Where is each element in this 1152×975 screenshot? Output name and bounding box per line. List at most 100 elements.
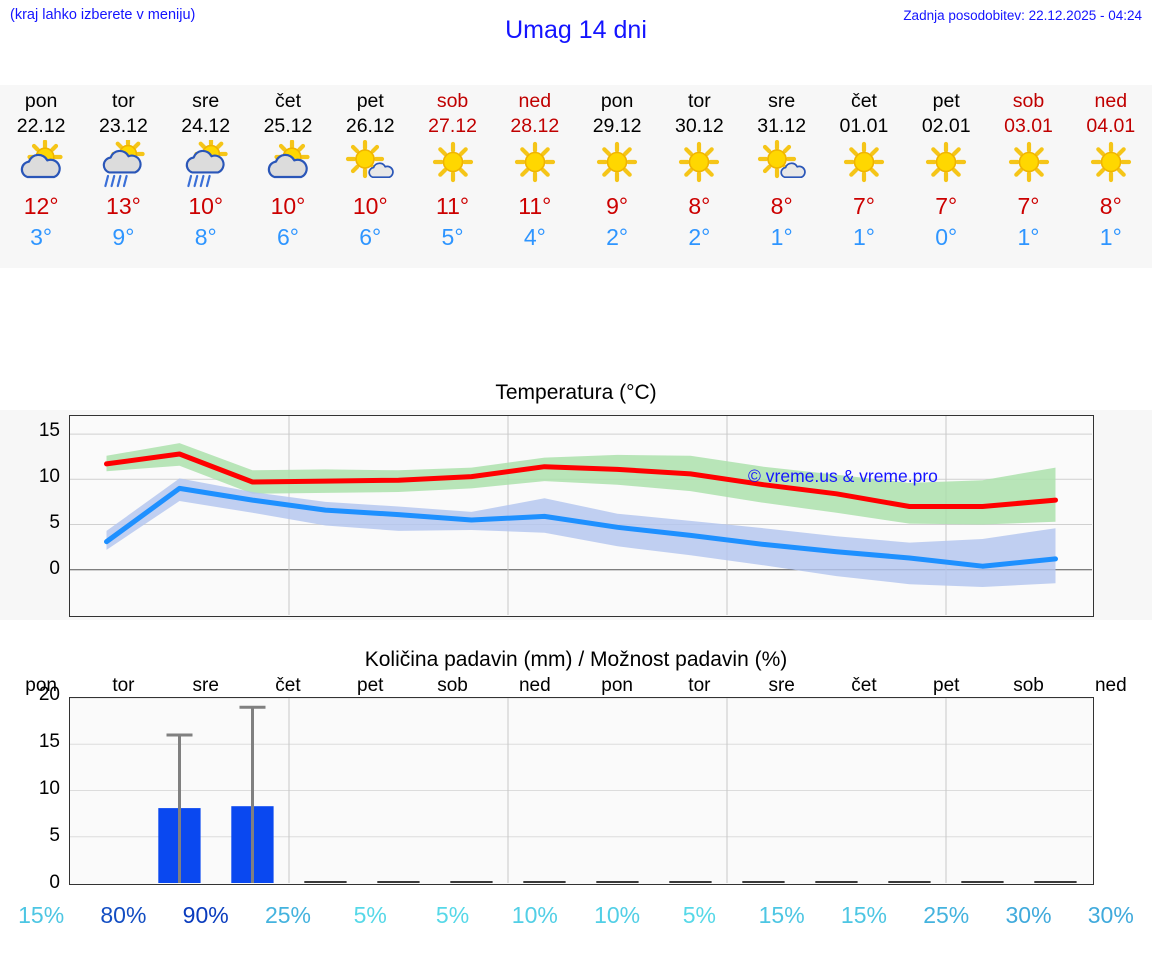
- precipitation-probability-label: 15%: [18, 902, 65, 928]
- precipitation-y-tick-label: 15: [38, 731, 60, 752]
- day-min-temp: 2°: [688, 224, 711, 250]
- day-date: 30.12: [674, 115, 724, 137]
- day-of-week: pon: [24, 90, 58, 112]
- day-max-temp: 7°: [852, 193, 875, 219]
- precipitation-probability-label: 80%: [100, 902, 147, 928]
- sunny-icon: [1082, 140, 1140, 188]
- sunny-icon: [588, 140, 646, 188]
- day-of-week: tor: [112, 90, 135, 112]
- day-date: 31.12: [757, 115, 807, 137]
- precipitation-probability-label: 25%: [264, 902, 311, 928]
- day-min-temp: 1°: [1017, 224, 1040, 250]
- day-of-week: pon: [600, 90, 634, 112]
- page-title: Umag 14 dni: [505, 16, 647, 44]
- day-cell[interactable]: pet 26.12 10° 6°: [329, 85, 411, 268]
- precipitation-chart-title: Količina padavin (mm) / Možnost padavin …: [364, 648, 788, 671]
- day-cell[interactable]: ned 28.12 11° 4°: [494, 85, 576, 268]
- day-of-week: pet: [356, 90, 384, 112]
- page-header: (kraj lahko izberete v meniju) Umag 14 d…: [0, 0, 1152, 62]
- precipitation-probability-label: 5%: [435, 902, 470, 928]
- day-cell[interactable]: pon 29.12 9° 2°: [576, 85, 658, 268]
- precipitation-day-label: sob: [1013, 675, 1044, 696]
- day-date: 02.01: [921, 115, 971, 137]
- precipitation-probability-label: 10%: [594, 902, 641, 928]
- day-date: 29.12: [592, 115, 642, 137]
- day-max-temp: 11°: [518, 193, 552, 219]
- day-min-temp: 1°: [852, 224, 875, 250]
- day-min-temp: 3°: [30, 224, 53, 250]
- temperature-plot-area: [69, 415, 1094, 617]
- sunny-icon: [1000, 140, 1058, 188]
- day-cell[interactable]: sre 24.12 10° 8°: [165, 85, 247, 268]
- day-cell[interactable]: sob 03.01 7° 1°: [987, 85, 1069, 268]
- copyright-text: © vreme.us & vreme.pro: [748, 466, 938, 486]
- sunny-icon: [424, 140, 482, 188]
- precipitation-probability-label: 15%: [758, 902, 805, 928]
- day-of-week: ned: [1094, 90, 1128, 112]
- day-min-temp: 2°: [606, 224, 629, 250]
- day-cell[interactable]: sob 27.12 11° 5°: [411, 85, 493, 268]
- day-of-week: sob: [436, 90, 469, 112]
- day-min-temp: 6°: [276, 224, 299, 250]
- precipitation-y-tick-label: 10: [38, 778, 60, 799]
- day-min-temp: 6°: [359, 224, 382, 250]
- precipitation-probability-label: 90%: [182, 902, 229, 928]
- precipitation-day-label: ned: [1094, 675, 1127, 696]
- day-max-temp: 10°: [270, 193, 306, 219]
- day-max-temp: 10°: [188, 193, 224, 219]
- precipitation-day-label: sob: [437, 675, 468, 696]
- day-min-temp: 8°: [194, 224, 217, 250]
- temperature-y-tick-label: 10: [38, 466, 60, 488]
- day-cell[interactable]: pet 02.01 7° 0°: [905, 85, 987, 268]
- sun-small-cloud-icon: [753, 140, 811, 188]
- day-min-temp: 0°: [935, 224, 958, 250]
- temperature-y-tick-label: 0: [49, 558, 60, 580]
- day-max-temp: 7°: [935, 193, 958, 219]
- day-date: 22.12: [16, 115, 66, 137]
- precipitation-day-label: pet: [357, 675, 384, 696]
- precipitation-probability-label: 10%: [511, 902, 558, 928]
- day-min-temp: 5°: [441, 224, 464, 250]
- day-of-week: sre: [192, 90, 220, 112]
- precipitation-probability-label: 30%: [1005, 902, 1052, 928]
- day-cell[interactable]: tor 30.12 8° 2°: [658, 85, 740, 268]
- precipitation-probability-label: 30%: [1087, 902, 1134, 928]
- precipitation-probability-label: 5%: [353, 902, 387, 928]
- menu-hint-text: (kraj lahko izberete v meniju): [10, 7, 196, 23]
- partly-cloudy-icon: [259, 140, 317, 188]
- day-min-temp: 4°: [523, 224, 546, 250]
- day-of-week: sob: [1012, 90, 1045, 112]
- temperature-plot-svg: [70, 416, 1092, 615]
- day-of-week: pet: [932, 90, 960, 112]
- day-date: 26.12: [345, 115, 395, 137]
- sunny-icon: [835, 140, 893, 188]
- day-cell[interactable]: čet 25.12 10° 6°: [247, 85, 329, 268]
- precipitation-day-labels: pon tor sre čet pet sob ned pon tor sre čet pet sob n…: [0, 675, 1152, 699]
- precipitation-day-label: čet: [851, 675, 877, 696]
- precipitation-y-tick-label: 20: [38, 684, 60, 705]
- day-date: 01.01: [839, 115, 889, 137]
- day-of-week: tor: [688, 90, 711, 112]
- precipitation-day-label: tor: [112, 675, 135, 696]
- precipitation-day-label: tor: [688, 675, 711, 696]
- day-of-week: čet: [850, 90, 877, 112]
- day-cell[interactable]: sre 31.12 8° 1°: [741, 85, 823, 268]
- day-max-temp: 7°: [1017, 193, 1040, 219]
- day-cell[interactable]: pon 22.12 12° 3°: [0, 85, 82, 268]
- day-max-temp: 11°: [436, 193, 470, 219]
- precipitation-day-label: sre: [768, 675, 795, 696]
- day-date: 23.12: [99, 115, 148, 137]
- precipitation-day-label: pon: [601, 675, 633, 696]
- precipitation-plot-svg: [70, 697, 1092, 883]
- sun-cloud-rain-icon: [177, 140, 235, 188]
- daily-forecast-strip: pon 22.12 12° 3° tor 23.12 13° 9° sre 24.12 10°…: [0, 85, 1152, 268]
- precipitation-day-label: pon: [25, 675, 57, 696]
- precipitation-day-label: sre: [192, 675, 219, 696]
- day-min-temp: 9°: [112, 224, 135, 250]
- day-cell[interactable]: ned 04.01 8° 1°: [1070, 85, 1152, 268]
- precipitation-day-label: ned: [518, 675, 551, 696]
- day-max-temp: 8°: [688, 193, 711, 219]
- partly-cloudy-icon: [12, 140, 70, 188]
- day-cell[interactable]: čet 01.01 7° 1°: [823, 85, 905, 268]
- day-cell[interactable]: tor 23.12 13° 9°: [82, 85, 164, 268]
